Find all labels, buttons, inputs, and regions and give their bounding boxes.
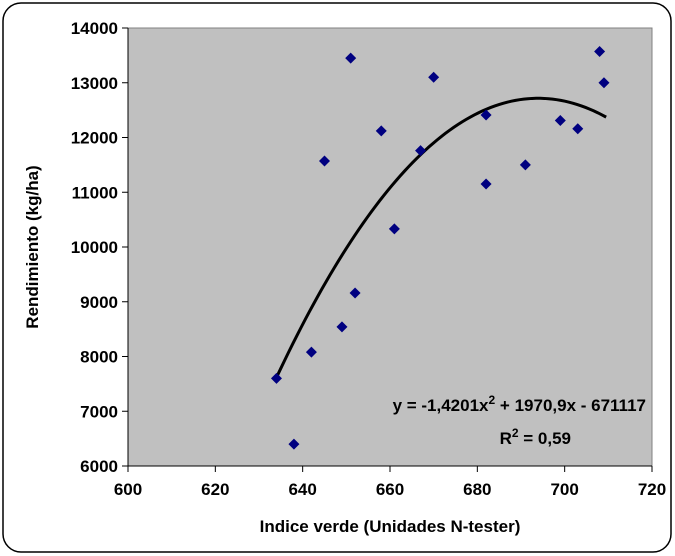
y-tick-label: 7000 — [80, 402, 118, 421]
x-tick-label: 680 — [463, 480, 491, 499]
x-axis-ticks: 600 620 640 660 680 700 720 — [114, 466, 666, 499]
x-tick-label: 700 — [550, 480, 578, 499]
x-tick-label: 720 — [638, 480, 666, 499]
data-point-17 — [598, 77, 610, 89]
x-tick-label: 600 — [114, 480, 142, 499]
data-point-7 — [375, 125, 387, 137]
y-tick-label: 9000 — [80, 293, 118, 312]
y-tick-label: 14000 — [71, 19, 118, 38]
data-point-16 — [594, 46, 606, 58]
data-point-10 — [428, 71, 440, 83]
data-point-13 — [519, 159, 531, 171]
data-point-2 — [305, 346, 317, 358]
y-tick-label: 10000 — [71, 238, 118, 257]
x-tick-label: 640 — [288, 480, 316, 499]
data-point-4 — [336, 321, 348, 333]
equation-label: y = -1,4201x2 + 1970,9x - 671117 — [393, 393, 646, 415]
y-tick-label: 12000 — [71, 129, 118, 148]
data-point-12 — [480, 178, 492, 190]
y-axis-ticks: 6000 7000 8000 9000 10000 11000 12000 13000 1400… — [71, 19, 128, 476]
polynomial-trendline — [275, 96, 607, 379]
r-squared-label: R2 = 0,59 — [500, 426, 571, 448]
y-tick-label: 13000 — [71, 74, 118, 93]
data-point-15 — [572, 123, 584, 135]
x-tick-label: 620 — [201, 480, 229, 499]
data-point-6 — [349, 287, 361, 299]
data-point-5 — [345, 52, 357, 64]
x-tick-label: 660 — [376, 480, 404, 499]
y-axis-title: Rendimiento (kg/ha) — [23, 165, 42, 328]
data-point-14 — [554, 115, 566, 127]
x-axis-title: Indice verde (Unidades N-tester) — [260, 517, 521, 536]
data-point-3 — [319, 155, 330, 167]
y-tick-label: 8000 — [80, 348, 118, 367]
y-tick-label: 11000 — [72, 183, 118, 202]
y-tick-label: 6000 — [80, 457, 118, 476]
data-point-1 — [288, 438, 300, 450]
data-point-0 — [270, 372, 282, 384]
data-point-11 — [480, 109, 492, 121]
data-point-9 — [415, 145, 427, 157]
data-point-8 — [388, 223, 400, 235]
data-points — [270, 46, 610, 450]
